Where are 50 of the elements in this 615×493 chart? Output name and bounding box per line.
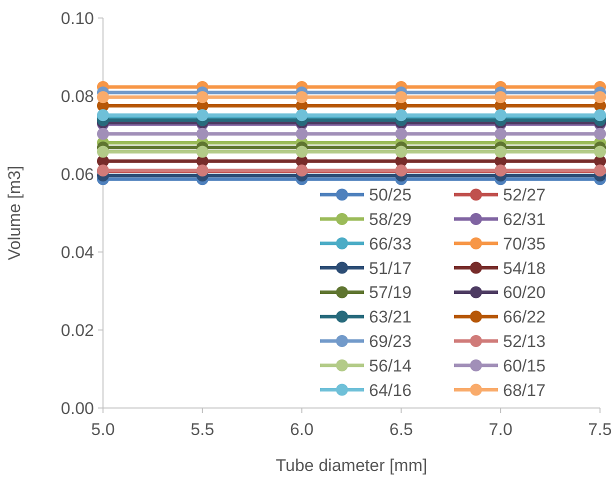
point bbox=[196, 91, 208, 104]
y-tick-label: 0.08 bbox=[60, 86, 94, 106]
point bbox=[196, 146, 208, 158]
legend-label: 54/18 bbox=[503, 258, 546, 278]
x-tick-label: 7.5 bbox=[588, 420, 612, 439]
legend-label: 60/15 bbox=[503, 356, 546, 376]
x-axis-title: Tube diameter [mm] bbox=[276, 456, 428, 475]
legend-label: 64/16 bbox=[369, 380, 412, 400]
x-tick-label: 5.0 bbox=[91, 420, 115, 439]
point bbox=[494, 128, 507, 140]
legend-label: 60/20 bbox=[503, 283, 546, 302]
y-tick-label: 0.10 bbox=[60, 8, 94, 28]
legend-label: 51/17 bbox=[369, 258, 412, 278]
legend-label: 68/17 bbox=[503, 380, 546, 400]
legend-label: 56/14 bbox=[369, 356, 412, 376]
legend-label: 66/33 bbox=[369, 234, 412, 254]
x-tick-label: 7.0 bbox=[488, 420, 512, 439]
point bbox=[594, 91, 606, 104]
point bbox=[196, 128, 208, 140]
legend-label: 58/29 bbox=[369, 210, 412, 229]
point bbox=[296, 128, 308, 140]
y-tick-label: 0.04 bbox=[60, 242, 94, 262]
point bbox=[395, 128, 408, 140]
y-tick-label: 0.06 bbox=[60, 164, 94, 184]
x-tick-label: 5.5 bbox=[190, 420, 214, 439]
legend-label: 52/13 bbox=[503, 332, 546, 351]
point bbox=[97, 146, 109, 158]
point bbox=[395, 91, 408, 104]
point bbox=[296, 146, 308, 158]
y-axis-title: Volume [m3] bbox=[5, 166, 24, 260]
legend-label: 70/35 bbox=[503, 234, 546, 254]
point bbox=[395, 146, 408, 158]
x-tick-label: 6.5 bbox=[389, 420, 414, 439]
point bbox=[494, 146, 507, 158]
y-tick-label: 0.02 bbox=[60, 320, 94, 340]
legend-label: 50/25 bbox=[369, 186, 412, 205]
y-tick-label: 0.00 bbox=[60, 398, 94, 418]
legend-label: 63/21 bbox=[369, 308, 412, 327]
point bbox=[594, 128, 606, 140]
point bbox=[296, 91, 308, 104]
point bbox=[494, 91, 507, 104]
legend-label: 69/23 bbox=[369, 332, 412, 351]
legend-label: 66/22 bbox=[503, 308, 546, 327]
legend-label: 62/31 bbox=[503, 210, 546, 229]
point bbox=[97, 91, 109, 104]
x-tick-label: 6.0 bbox=[290, 420, 314, 439]
legend-label: 57/19 bbox=[369, 283, 412, 302]
point bbox=[97, 128, 109, 140]
point bbox=[594, 146, 606, 158]
legend-label: 52/27 bbox=[503, 186, 546, 205]
